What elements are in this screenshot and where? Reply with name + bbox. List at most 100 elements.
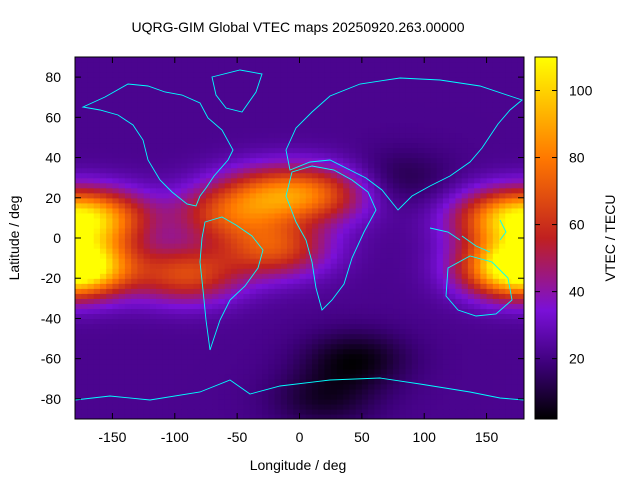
heatmap-cell — [461, 107, 469, 113]
heatmap-cell — [218, 328, 226, 335]
heatmap-cell — [131, 72, 138, 78]
heatmap-cell — [118, 167, 126, 174]
heatmap-cell — [287, 77, 294, 83]
heatmap-cell — [368, 253, 375, 259]
heatmap-cell — [75, 212, 82, 219]
heatmap-cell — [143, 383, 151, 390]
heatmap-cell — [181, 408, 188, 415]
heatmap-cell — [131, 147, 138, 154]
heatmap-cell — [380, 177, 388, 184]
heatmap-cell — [218, 147, 226, 154]
heatmap-cell — [374, 248, 382, 254]
heatmap-cell — [424, 303, 432, 309]
heatmap-cell — [143, 72, 151, 78]
heatmap-cell — [336, 157, 344, 164]
heatmap-cell — [149, 373, 157, 380]
heatmap-cell — [193, 227, 201, 234]
heatmap-cell — [368, 227, 375, 234]
heatmap-cell — [411, 177, 419, 184]
heatmap-cell — [349, 263, 357, 269]
heatmap-cell — [330, 273, 338, 279]
heatmap-cell — [492, 343, 500, 350]
heatmap-cell — [81, 232, 89, 239]
heatmap-cell — [330, 313, 338, 320]
heatmap-cell — [293, 112, 301, 118]
heatmap-cell — [81, 253, 89, 259]
heatmap-cell — [181, 82, 188, 88]
heatmap-cell — [492, 142, 500, 149]
heatmap-cell — [474, 127, 481, 134]
heatmap-cell — [230, 152, 238, 159]
heatmap-cell — [343, 222, 350, 229]
heatmap-cell — [349, 112, 357, 118]
heatmap-cell — [374, 202, 382, 209]
heatmap-cell — [386, 308, 394, 315]
heatmap-cell — [112, 293, 120, 299]
heatmap-cell — [118, 222, 126, 229]
heatmap-cell — [318, 72, 326, 78]
heatmap-cell — [243, 197, 251, 204]
heatmap-cell — [411, 117, 419, 123]
heatmap-cell — [249, 348, 257, 355]
heatmap-cell — [174, 413, 182, 419]
heatmap-cell — [318, 172, 326, 179]
heatmap-cell — [399, 408, 407, 415]
heatmap-cell — [224, 273, 232, 279]
heatmap-cell — [336, 263, 344, 269]
heatmap-cell — [93, 137, 101, 144]
heatmap-cell — [467, 363, 475, 370]
heatmap-cell — [243, 403, 251, 410]
heatmap-cell — [436, 328, 444, 335]
heatmap-cell — [511, 92, 519, 98]
heatmap-cell — [243, 182, 251, 189]
heatmap-cell — [118, 323, 126, 330]
heatmap-cell — [262, 77, 269, 83]
heatmap-cell — [361, 142, 369, 149]
heatmap-cell — [193, 323, 201, 330]
heatmap-cell — [143, 278, 151, 284]
heatmap-cell — [174, 343, 182, 350]
heatmap-cell — [237, 122, 244, 128]
heatmap-cell — [262, 137, 269, 144]
heatmap-cell — [168, 117, 176, 123]
heatmap-cell — [156, 102, 163, 108]
heatmap-cell — [131, 197, 138, 204]
heatmap-cell — [124, 182, 132, 189]
heatmap-cell — [187, 278, 195, 284]
heatmap-cell — [299, 328, 307, 335]
heatmap-cell — [93, 127, 101, 134]
heatmap-cell — [461, 102, 469, 108]
heatmap-cell — [106, 182, 114, 189]
heatmap-cell — [474, 373, 481, 380]
heatmap-cell — [505, 383, 513, 390]
heatmap-cell — [361, 102, 369, 108]
heatmap-cell — [205, 212, 213, 219]
heatmap-cell — [124, 408, 132, 415]
heatmap-cell — [255, 363, 263, 370]
heatmap-cell — [380, 318, 388, 325]
heatmap-cell — [249, 378, 257, 385]
heatmap-cell — [174, 253, 182, 259]
heatmap-cell — [149, 192, 157, 199]
heatmap-cell — [380, 147, 388, 154]
heatmap-cell — [424, 388, 432, 395]
heatmap-cell — [137, 167, 145, 174]
heatmap-cell — [162, 408, 170, 415]
heatmap-cell — [480, 212, 488, 219]
heatmap-cell — [455, 268, 463, 274]
heatmap-cell — [511, 378, 519, 385]
heatmap-cell — [436, 323, 444, 330]
heatmap-cell — [224, 378, 232, 385]
heatmap-cell — [137, 308, 145, 315]
heatmap-cell — [499, 288, 506, 294]
heatmap-cell — [93, 222, 101, 229]
heatmap-cell — [361, 197, 369, 204]
heatmap-cell — [255, 192, 263, 199]
heatmap-cell — [343, 328, 350, 335]
heatmap-cell — [181, 413, 188, 419]
heatmap-cell — [305, 363, 313, 370]
heatmap-cell — [393, 182, 400, 189]
heatmap-cell — [386, 398, 394, 405]
heatmap-cell — [417, 393, 425, 400]
heatmap-cell — [199, 303, 207, 309]
